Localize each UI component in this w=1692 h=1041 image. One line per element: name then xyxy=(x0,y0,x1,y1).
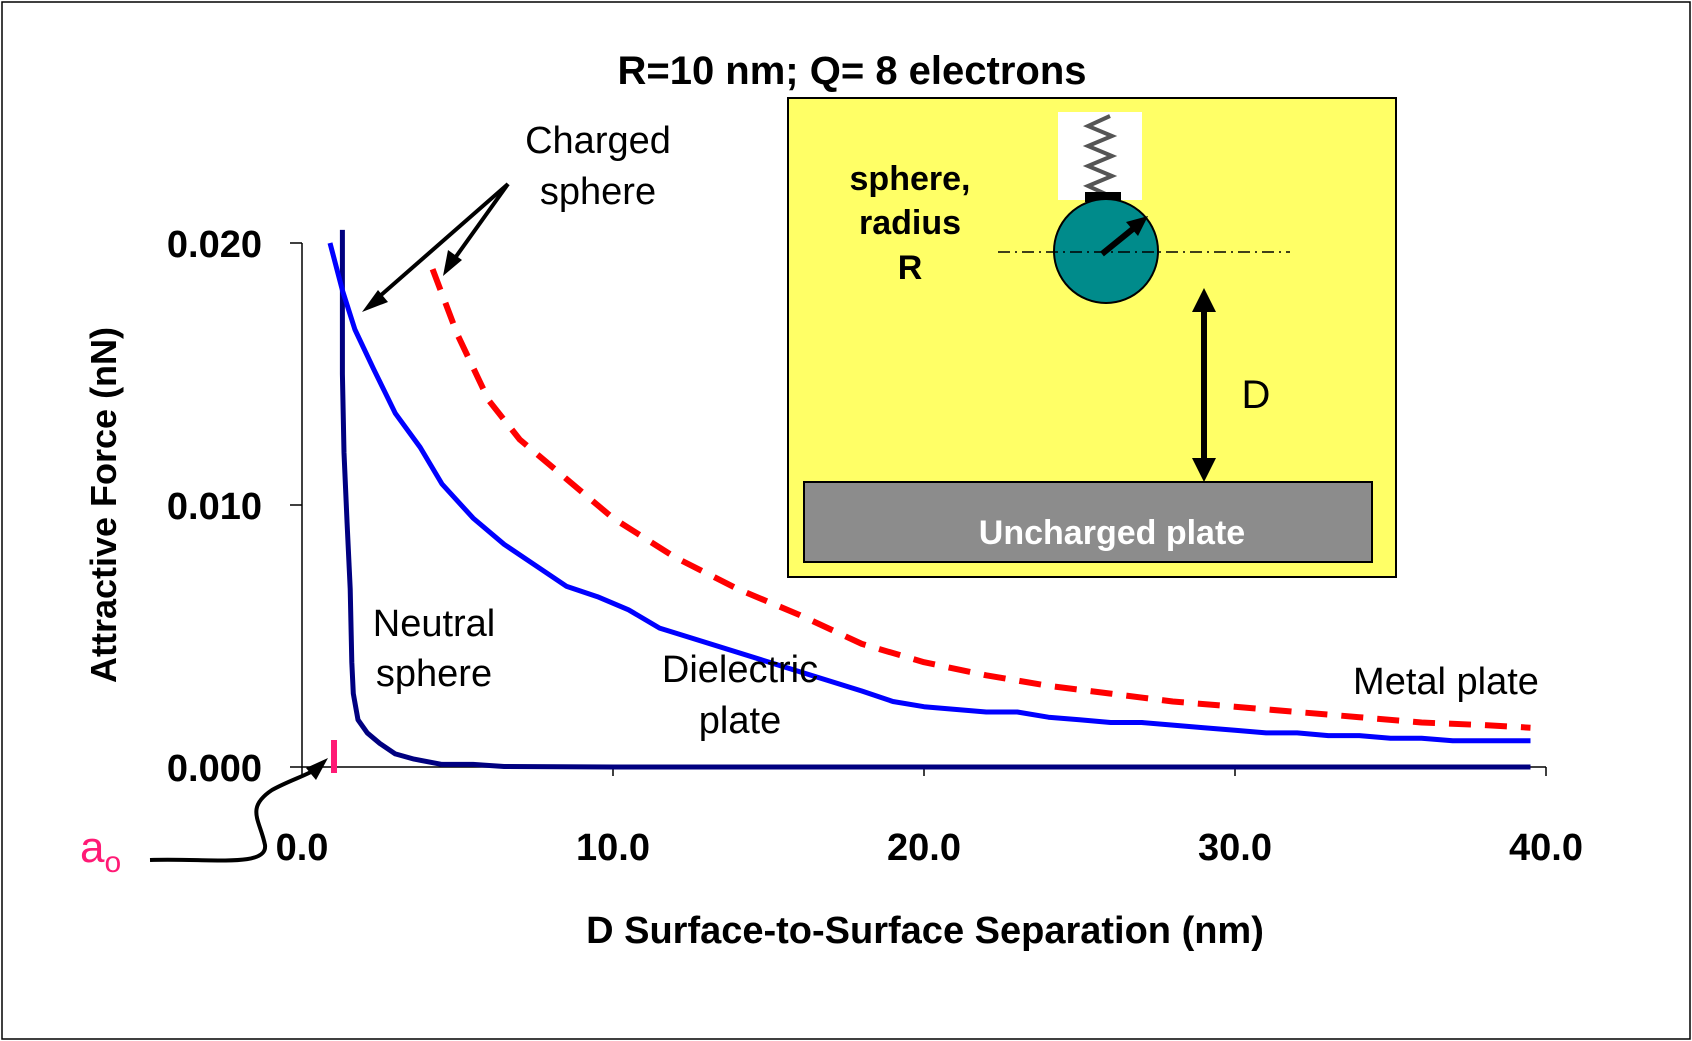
spring-icon xyxy=(1082,114,1118,198)
distance-arrow-down xyxy=(1192,458,1216,482)
series-metal-line xyxy=(429,268,1531,731)
plate-label: Uncharged plate xyxy=(979,514,1245,552)
arrow-to-metal-curve xyxy=(448,182,510,267)
uncharged-plate xyxy=(803,481,1373,563)
annotation-dielectric-line2: plate xyxy=(699,700,781,742)
arrow-head-metal xyxy=(443,250,462,276)
annotation-metal-plate: Metal plate xyxy=(1353,661,1539,703)
series-dielectric-line xyxy=(327,242,1531,744)
x-tick-label-4: 40.0 xyxy=(1509,827,1583,869)
distance-arrow-up xyxy=(1192,288,1216,312)
radius-arrow xyxy=(1100,225,1136,257)
a0-main: a xyxy=(80,823,105,872)
annotation-a0: ao xyxy=(80,740,337,879)
annotation-neutral-line1: Neutral xyxy=(373,603,496,645)
annotation-charged-line2: sphere xyxy=(540,171,656,213)
arrow-head-dielectric xyxy=(362,290,388,312)
x-tick-label-0: 0.0 xyxy=(276,827,329,869)
chart-title: R=10 nm; Q= 8 electrons xyxy=(617,49,1086,93)
x-tick-label-2: 20.0 xyxy=(887,827,961,869)
y-axis-label: Attractive Force (nN) xyxy=(83,327,124,683)
radius-arrow-head xyxy=(1126,216,1148,236)
series-layer xyxy=(327,229,1531,770)
arrow-to-dielectric-curve xyxy=(370,182,510,305)
annotation-charged-sphere: Charged sphere xyxy=(362,120,671,312)
x-tick-label-1: 10.0 xyxy=(576,827,650,869)
sphere-label-line1: sphere, xyxy=(850,160,971,198)
annotation-dielectric-line1: Dielectric xyxy=(662,649,818,691)
x-axis-label: D Surface-to-Surface Separation (nm) xyxy=(586,910,1264,952)
y-tick-label-0: 0.000 xyxy=(167,748,262,790)
y-tick-label-2: 0.020 xyxy=(167,224,262,266)
sphere-label-line2: radius xyxy=(859,204,961,242)
plot-area: 0.0 10.0 20.0 30.0 40.0 0.000 0.010 0.020 xyxy=(167,224,1583,869)
a0-label: ao xyxy=(80,823,121,879)
a0-pointer-head xyxy=(306,758,328,780)
annotation-charged-line1: Charged xyxy=(525,120,671,162)
spring-mount xyxy=(1058,112,1142,200)
sphere-mount xyxy=(1085,192,1121,202)
annotation-dielectric-plate: Dielectric plate xyxy=(662,649,818,742)
y-tick-label-1: 0.010 xyxy=(167,486,262,528)
axis-ticks: 0.0 10.0 20.0 30.0 40.0 0.000 0.010 0.020 xyxy=(167,224,1583,869)
distance-label: D xyxy=(1242,373,1271,417)
sphere-label-line3: R xyxy=(898,249,923,287)
inset-diagram: sphere, radius R D Uncharged plate xyxy=(787,97,1397,578)
annotation-neutral-sphere: Neutral sphere xyxy=(373,603,496,695)
a0-pointer-curve xyxy=(149,766,320,863)
a0-subscript: o xyxy=(104,846,121,879)
x-tick-label-3: 30.0 xyxy=(1198,827,1272,869)
annotation-neutral-line2: sphere xyxy=(376,653,492,695)
series-neutral-line xyxy=(339,229,1531,770)
